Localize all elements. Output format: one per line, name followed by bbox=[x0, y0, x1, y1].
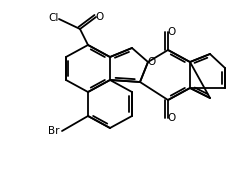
Text: Cl: Cl bbox=[49, 13, 59, 23]
Text: Br: Br bbox=[49, 126, 60, 136]
Text: O: O bbox=[96, 12, 104, 22]
Text: O: O bbox=[148, 57, 156, 67]
Text: O: O bbox=[168, 27, 176, 37]
Text: O: O bbox=[168, 113, 176, 123]
